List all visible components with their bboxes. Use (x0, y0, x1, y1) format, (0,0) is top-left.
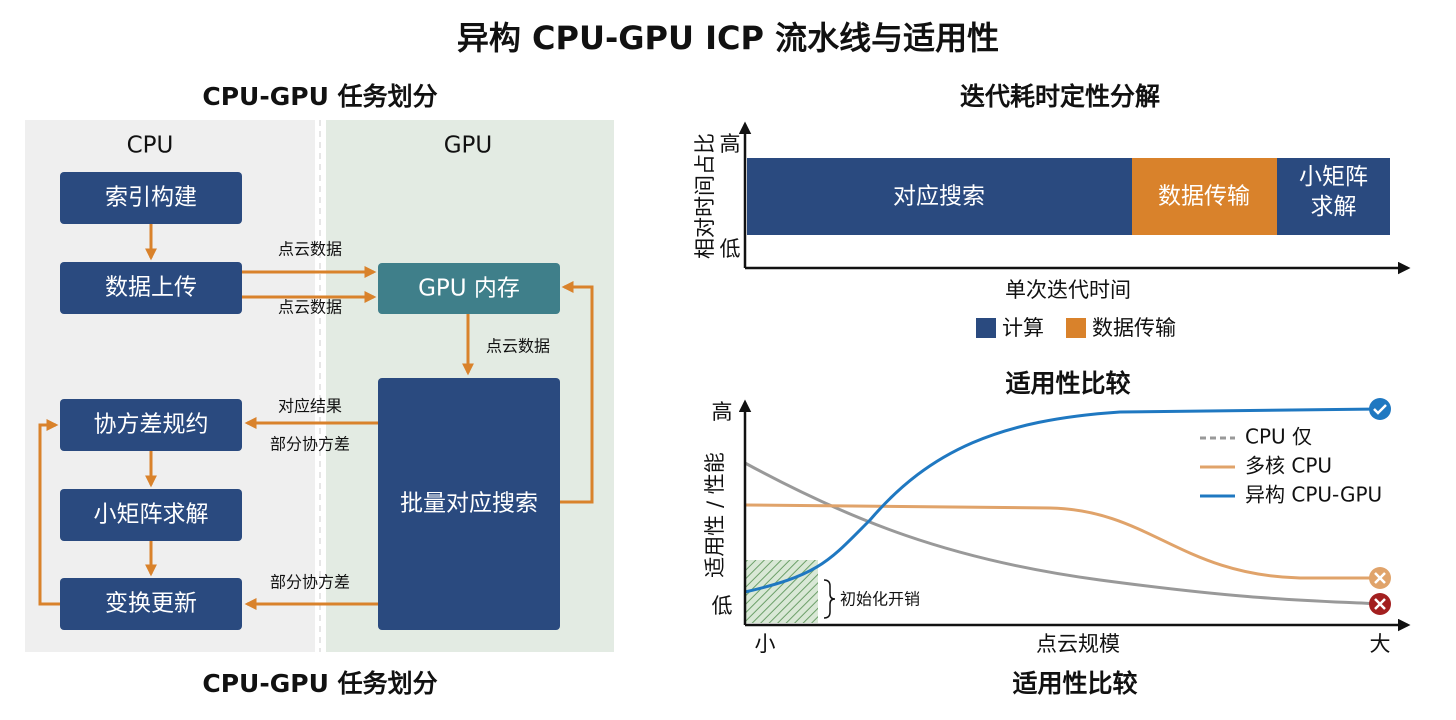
x-small: 小 (755, 632, 776, 656)
cpu-node-label: 小矩阵求解 (94, 502, 209, 528)
section-title: CPU-GPU 任务划分 (202, 82, 437, 111)
edge-label: 点云数据 (486, 337, 550, 356)
page-title: 异构 CPU-GPU ICP 流水线与适用性 (457, 19, 999, 57)
gpu-node-label: GPU 内存 (418, 276, 520, 302)
section-title: 适用性比较 (1005, 369, 1130, 398)
gpu-label: GPU (444, 133, 493, 159)
legend-label: 异构 CPU-GPU (1245, 483, 1382, 507)
cpu-node (60, 172, 242, 224)
legend-label: 多核 CPU (1245, 454, 1332, 478)
arrows (38, 224, 594, 610)
gpu-node (378, 378, 560, 630)
edge-label: 点云数据 (278, 240, 342, 259)
x-label: 单次迭代时间 (1005, 278, 1131, 302)
end-icons (1369, 398, 1391, 615)
segment-label: 小矩阵求解 (1299, 164, 1368, 220)
cpu-node-label: 协方差规约 (94, 412, 209, 438)
edge-label: 部分协方差 (270, 573, 350, 592)
legend-label: 计算 (1002, 316, 1044, 340)
cpu-node (60, 399, 242, 451)
curve-cpu (744, 461, 1381, 606)
section-caption: CPU-GPU 任务划分 (202, 669, 437, 698)
x-label: 点云规模 (1036, 632, 1120, 656)
segment-label: 数据传输 (1158, 184, 1250, 210)
curve-hetero (744, 407, 1381, 594)
bar-segment (747, 158, 1132, 235)
section-title: 迭代耗时定性分解 (960, 82, 1160, 111)
cpu-node-label: 变换更新 (105, 591, 197, 617)
cpu-label: CPU (127, 133, 174, 159)
cpu-node-label: 索引构建 (105, 185, 197, 211)
cpu-node (60, 262, 242, 314)
legend-swatch (1066, 318, 1086, 338)
init-overhead-area (745, 560, 818, 623)
legend-swatch (976, 318, 996, 338)
segment-label-box: 小矩阵求解 (1299, 164, 1368, 220)
brace (823, 579, 836, 619)
bar-segment (1132, 158, 1277, 235)
curve-multicore (744, 503, 1380, 580)
gpu-node-label: 批量对应搜索 (400, 491, 538, 517)
y-label: 适用性 / 性能 (703, 452, 727, 577)
section-caption: 适用性比较 (1012, 669, 1137, 698)
y-high: 高 (712, 400, 733, 424)
edge-label: 部分协方差 (270, 435, 350, 454)
cpu-node (60, 578, 242, 630)
bar-segment (1277, 158, 1390, 235)
cpu-node-label: 数据上传 (105, 275, 197, 301)
annotation: 初始化开销 (840, 590, 920, 609)
edge-label: 点云数据 (278, 298, 342, 317)
x-large: 大 (1370, 632, 1391, 656)
y-high: 高 (720, 132, 741, 156)
legend-label: CPU 仅 (1245, 425, 1312, 449)
y-low: 低 (720, 237, 741, 261)
legend-label: 数据传输 (1092, 316, 1176, 340)
segment-label: 对应搜索 (893, 184, 985, 210)
edge-label: 对应结果 (278, 397, 342, 416)
y-label: 相对时间占比 (693, 133, 717, 259)
y-low: 低 (712, 594, 733, 618)
cpu-node (60, 489, 242, 541)
gpu-node (378, 263, 560, 314)
